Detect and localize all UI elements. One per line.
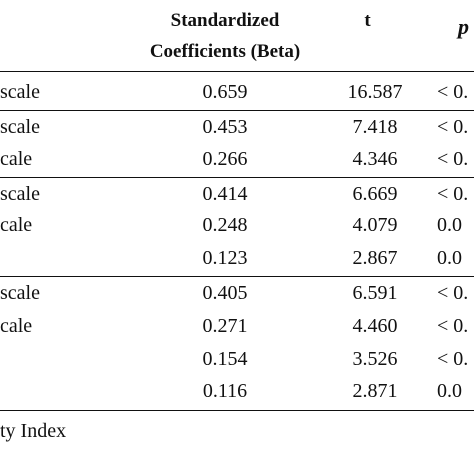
group-rule xyxy=(0,110,474,111)
row-6-t: 6.591 xyxy=(352,282,398,304)
row-1-label: scale xyxy=(0,116,40,138)
row-0-t: 16.587 xyxy=(347,81,403,103)
row-3-p: < 0. xyxy=(437,183,469,205)
row-0-label: scale xyxy=(0,81,40,103)
row-6-label: scale xyxy=(0,282,40,304)
row-8-beta: 0.154 xyxy=(202,348,248,370)
table-note: ty Index xyxy=(0,420,67,442)
row-2-beta: 0.266 xyxy=(202,148,248,170)
group-rule xyxy=(0,276,474,277)
row-0-p: < 0. xyxy=(437,81,469,103)
row-3-t: 6.669 xyxy=(352,183,398,205)
row-8-p: < 0. xyxy=(437,348,469,370)
row-6-p: < 0. xyxy=(437,282,469,304)
row-7-beta: 0.271 xyxy=(202,315,248,337)
row-9-beta: 0.116 xyxy=(202,380,248,402)
row-3-label: scale xyxy=(0,183,40,205)
row-9-p: 0.0 xyxy=(437,380,462,402)
table-bottom-rule xyxy=(0,410,474,411)
header-beta-line2: Coefficients (Beta) xyxy=(149,41,301,62)
header-rule xyxy=(0,71,474,72)
row-9-t: 2.871 xyxy=(352,380,398,402)
row-2-p: < 0. xyxy=(437,148,469,170)
row-1-p: < 0. xyxy=(437,116,469,138)
row-3-beta: 0.414 xyxy=(202,183,248,205)
row-7-label: cale xyxy=(0,315,33,337)
header-beta-line1: Standardized xyxy=(170,10,280,31)
row-1-t: 7.418 xyxy=(352,116,398,138)
row-4-label: cale xyxy=(0,214,33,236)
header-t: t xyxy=(364,10,371,31)
row-4-t: 4.079 xyxy=(352,214,398,236)
row-6-beta: 0.405 xyxy=(202,282,248,304)
row-1-beta: 0.453 xyxy=(202,116,248,138)
row-5-p: 0.0 xyxy=(437,247,462,269)
row-2-label: cale xyxy=(0,148,33,170)
row-4-beta: 0.248 xyxy=(202,214,248,236)
header-standardized-beta: Standardized Coefficients (Beta) xyxy=(130,5,320,67)
row-2-t: 4.346 xyxy=(352,148,398,170)
row-0-beta: 0.659 xyxy=(202,81,248,103)
row-5-t: 2.867 xyxy=(352,247,398,269)
header-p: p xyxy=(458,14,469,39)
group-rule xyxy=(0,177,474,178)
row-4-p: 0.0 xyxy=(437,214,462,236)
row-7-p: < 0. xyxy=(437,315,469,337)
row-8-t: 3.526 xyxy=(352,348,398,370)
row-7-t: 4.460 xyxy=(352,315,398,337)
row-5-beta: 0.123 xyxy=(202,247,248,269)
